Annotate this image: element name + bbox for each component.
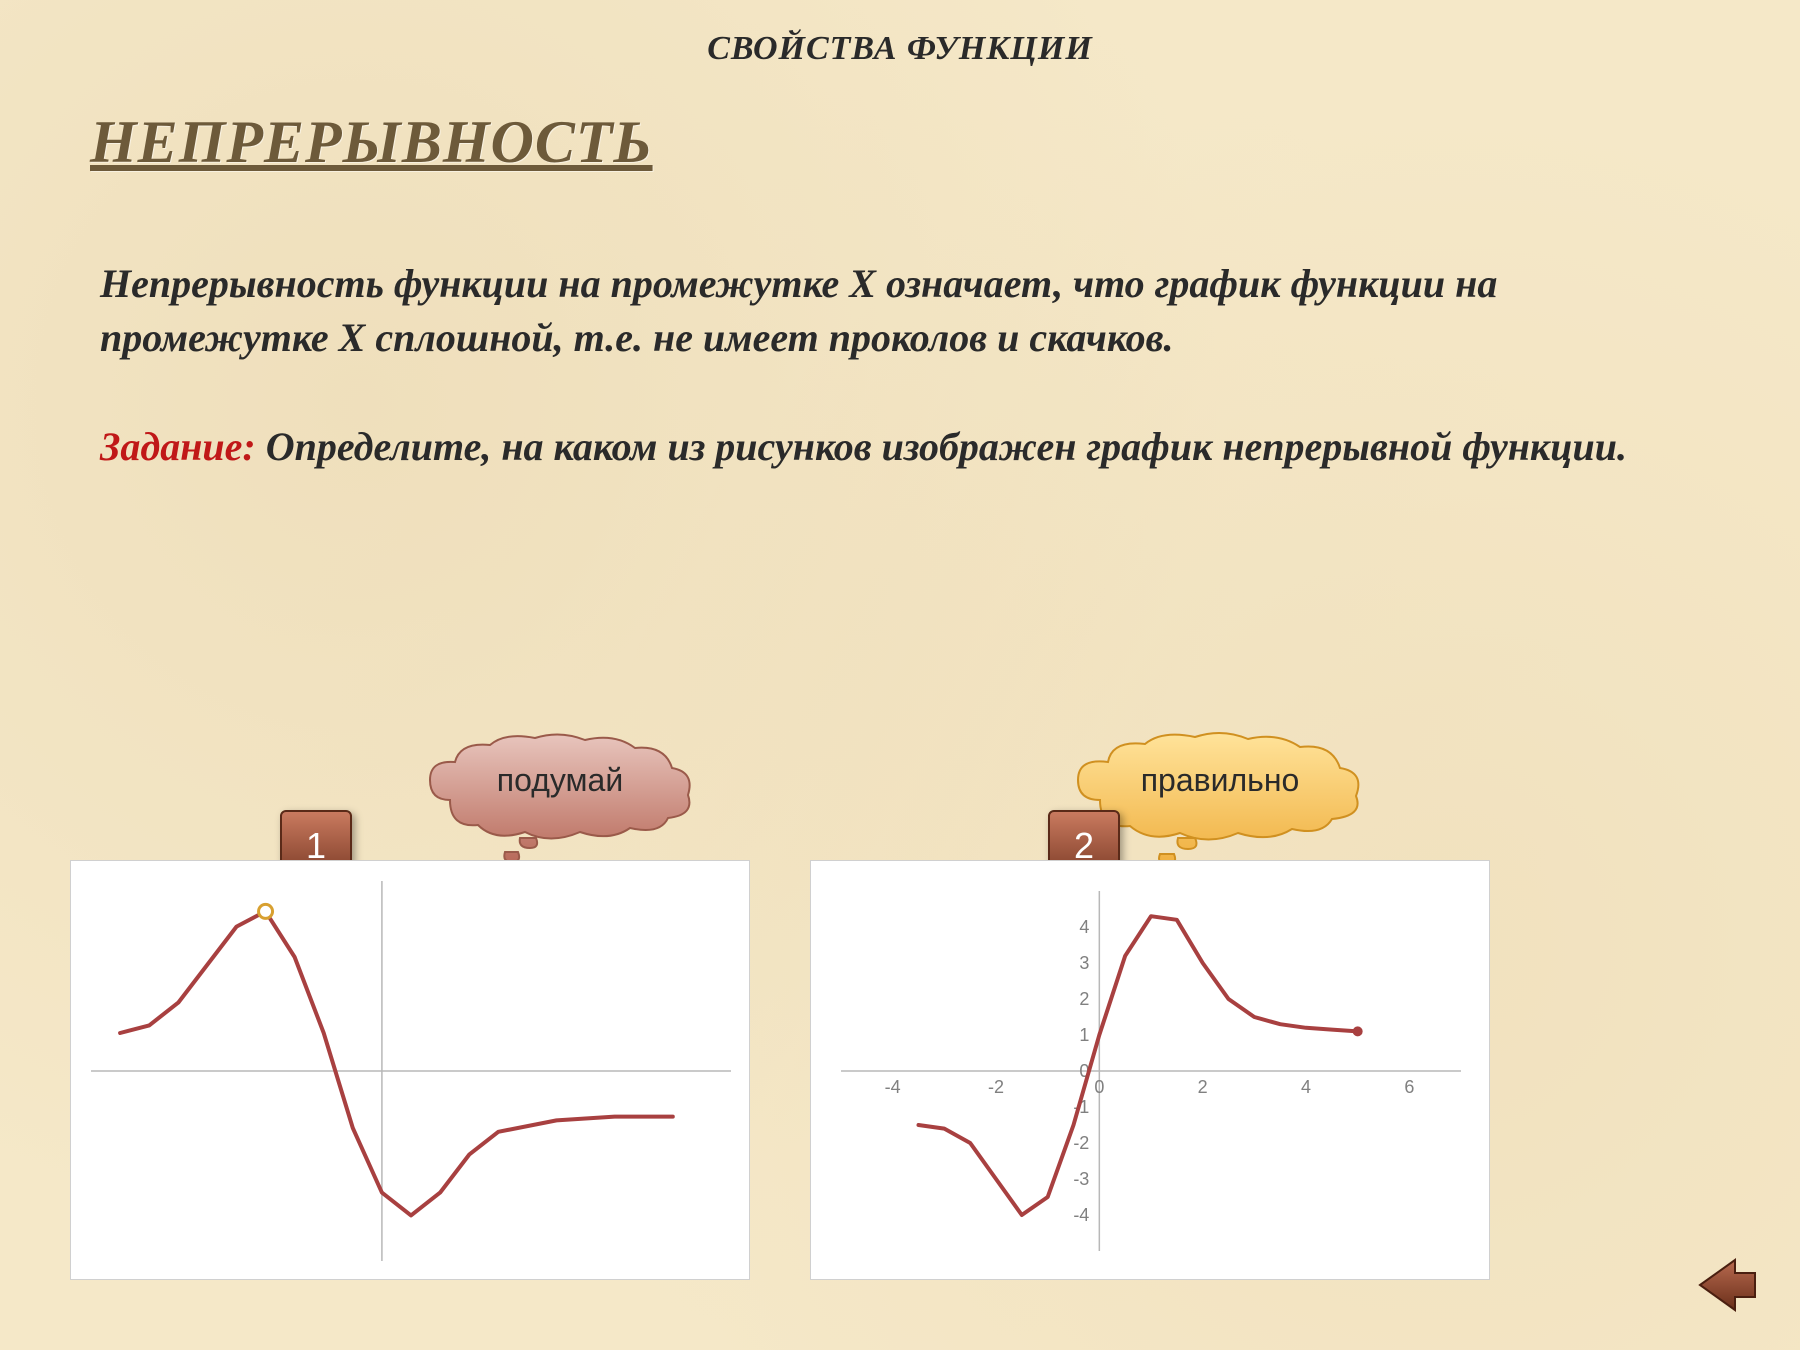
svg-text:6: 6 (1404, 1077, 1414, 1097)
header-subtitle: СВОЙСТВА ФУНКЦИИ (0, 0, 1800, 68)
definition-text: Непрерывность функции на промежутке Х оз… (0, 177, 1800, 365)
feedback-cloud-1: подумай (410, 730, 710, 870)
chart-2-svg: -4-20246-4-3-2-101234 (811, 861, 1491, 1281)
svg-text:3: 3 (1079, 953, 1089, 973)
task-text: Определите, на каком из рисунков изображ… (256, 424, 1627, 469)
chart-2: -4-20246-4-3-2-101234 (810, 860, 1490, 1280)
svg-text:4: 4 (1301, 1077, 1311, 1097)
svg-text:-4: -4 (885, 1077, 901, 1097)
svg-text:-2: -2 (1073, 1133, 1089, 1153)
svg-text:0: 0 (1094, 1077, 1104, 1097)
svg-text:-3: -3 (1073, 1169, 1089, 1189)
prev-button[interactable] (1690, 1255, 1760, 1315)
svg-text:-4: -4 (1073, 1205, 1089, 1225)
chart-1-svg (71, 861, 751, 1281)
svg-text:-2: -2 (988, 1077, 1004, 1097)
cloud-1-text: подумай (410, 762, 710, 799)
chart-1 (70, 860, 750, 1280)
svg-text:2: 2 (1079, 989, 1089, 1009)
svg-text:4: 4 (1079, 917, 1089, 937)
svg-text:1: 1 (1079, 1025, 1089, 1045)
figures-area: подумай правильно 1 2 -4-20246-4-3-2-101… (0, 740, 1800, 1300)
task-label: Задание: (100, 424, 256, 469)
page-title: НЕПРЕРЫВНОСТЬ (0, 68, 1800, 177)
svg-text:2: 2 (1198, 1077, 1208, 1097)
arrow-left-icon (1690, 1255, 1760, 1315)
cloud-2-text: правильно (1060, 762, 1380, 799)
task-line: Задание: Определите, на каком из рисунко… (0, 365, 1800, 474)
cloud-icon (410, 730, 710, 870)
